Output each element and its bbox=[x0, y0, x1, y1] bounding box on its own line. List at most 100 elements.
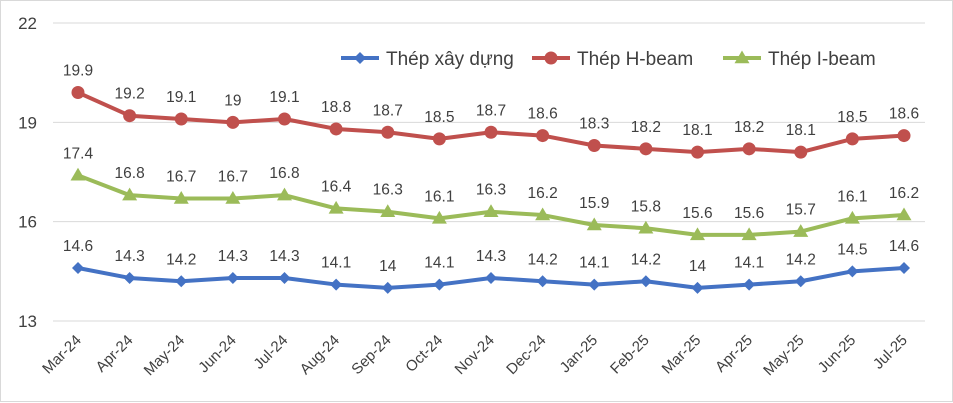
data-label: 18.6 bbox=[528, 106, 558, 123]
data-point bbox=[225, 190, 241, 204]
data-label: 16.2 bbox=[889, 185, 919, 202]
data-label: 14.6 bbox=[63, 238, 93, 255]
x-tick-label: Jun-25 bbox=[815, 332, 859, 376]
data-label: 14.3 bbox=[476, 248, 506, 265]
data-point bbox=[535, 207, 551, 221]
data-point bbox=[226, 271, 239, 284]
x-tick-label: May-24 bbox=[141, 332, 188, 379]
data-point bbox=[174, 112, 188, 126]
data-label: 16.2 bbox=[528, 185, 558, 202]
data-point bbox=[691, 145, 704, 159]
data-label: 16.3 bbox=[373, 182, 403, 199]
legend-marker bbox=[544, 51, 558, 65]
x-tick-label: Feb-25 bbox=[607, 332, 653, 378]
data-label: 16.7 bbox=[218, 168, 248, 185]
data-label: 16.8 bbox=[115, 165, 145, 182]
data-point bbox=[897, 129, 911, 143]
data-label: 14.2 bbox=[528, 251, 558, 268]
data-label: 15.6 bbox=[682, 205, 712, 222]
data-point bbox=[483, 204, 499, 217]
data-label: 14.3 bbox=[269, 248, 299, 265]
data-label: 14.1 bbox=[321, 255, 351, 272]
data-point bbox=[173, 190, 189, 204]
data-point bbox=[380, 204, 396, 217]
legend-label: Thép H-beam bbox=[577, 49, 693, 70]
x-tick-label: Nov-24 bbox=[452, 332, 498, 378]
data-point bbox=[122, 187, 138, 201]
data-label: 16.1 bbox=[424, 188, 454, 205]
data-label: 14.1 bbox=[579, 255, 609, 272]
data-label: 15.9 bbox=[579, 195, 609, 212]
data-point bbox=[794, 145, 808, 159]
data-point bbox=[690, 227, 705, 241]
data-label: 14.2 bbox=[631, 251, 661, 268]
data-point bbox=[484, 125, 498, 139]
data-point bbox=[844, 210, 860, 224]
data-point bbox=[70, 167, 86, 181]
data-label: 16.1 bbox=[837, 188, 867, 205]
data-label: 16.4 bbox=[321, 178, 352, 195]
data-label: 19.2 bbox=[115, 86, 145, 103]
data-label: 18.2 bbox=[734, 119, 764, 136]
data-point bbox=[586, 217, 602, 231]
legend-label: Thép I-beam bbox=[768, 49, 876, 70]
data-point bbox=[638, 220, 654, 234]
data-point bbox=[485, 271, 497, 284]
data-point bbox=[536, 275, 549, 288]
data-label: 18.6 bbox=[889, 106, 919, 123]
data-point bbox=[330, 278, 343, 291]
y-tick-label: 19 bbox=[18, 113, 37, 132]
data-label: 15.7 bbox=[786, 202, 816, 219]
data-label: 17.4 bbox=[63, 145, 94, 162]
x-tick-label: Apr-25 bbox=[712, 332, 756, 376]
y-tick-label: 13 bbox=[18, 312, 37, 331]
data-point bbox=[72, 262, 84, 275]
data-point bbox=[691, 281, 704, 294]
data-point bbox=[277, 187, 292, 201]
data-point bbox=[639, 275, 652, 288]
y-tick-label: 22 bbox=[18, 14, 37, 33]
data-label: 14.1 bbox=[734, 255, 764, 272]
x-tick-label: Mar-25 bbox=[659, 332, 705, 378]
data-point bbox=[226, 115, 240, 129]
legend-marker bbox=[734, 50, 750, 64]
data-label: 14.3 bbox=[115, 248, 145, 265]
x-tick-label: Jun-24 bbox=[195, 332, 239, 376]
y-tick-label: 16 bbox=[18, 213, 37, 232]
data-point bbox=[898, 262, 910, 275]
data-label: 15.6 bbox=[734, 205, 764, 222]
data-point bbox=[123, 109, 137, 123]
x-tick-label: Jan-25 bbox=[557, 332, 601, 376]
data-point bbox=[175, 275, 188, 288]
data-point bbox=[431, 210, 447, 224]
data-label: 18.1 bbox=[682, 122, 712, 139]
legend-marker bbox=[354, 52, 366, 64]
data-point bbox=[587, 139, 601, 153]
x-tick-label: May-25 bbox=[760, 332, 807, 379]
x-tick-label: Oct-24 bbox=[402, 332, 446, 376]
data-label: 14.2 bbox=[786, 251, 816, 268]
data-point bbox=[896, 207, 912, 221]
data-point bbox=[123, 271, 136, 284]
data-label: 19.9 bbox=[63, 63, 93, 80]
data-label: 16.8 bbox=[269, 165, 299, 182]
x-tick-label: Mar-24 bbox=[39, 332, 85, 378]
data-point bbox=[743, 278, 756, 291]
x-tick-label: Apr-24 bbox=[93, 332, 137, 376]
data-label: 14.6 bbox=[889, 238, 919, 255]
data-label: 14.2 bbox=[166, 251, 196, 268]
data-point bbox=[381, 281, 394, 294]
data-point bbox=[794, 275, 807, 288]
data-label: 18.7 bbox=[476, 102, 506, 119]
data-point bbox=[536, 129, 550, 143]
data-point bbox=[328, 200, 344, 214]
data-label: 14.5 bbox=[837, 241, 867, 258]
x-tick-label: Sep-24 bbox=[348, 332, 394, 378]
data-label: 18.8 bbox=[321, 99, 351, 116]
data-label: 14 bbox=[379, 258, 397, 275]
data-point bbox=[433, 278, 446, 291]
x-tick-label: Aug-24 bbox=[297, 332, 343, 378]
data-point bbox=[432, 132, 446, 146]
legend-label: Thép xây dựng bbox=[386, 49, 514, 70]
data-label: 18.5 bbox=[837, 109, 867, 126]
